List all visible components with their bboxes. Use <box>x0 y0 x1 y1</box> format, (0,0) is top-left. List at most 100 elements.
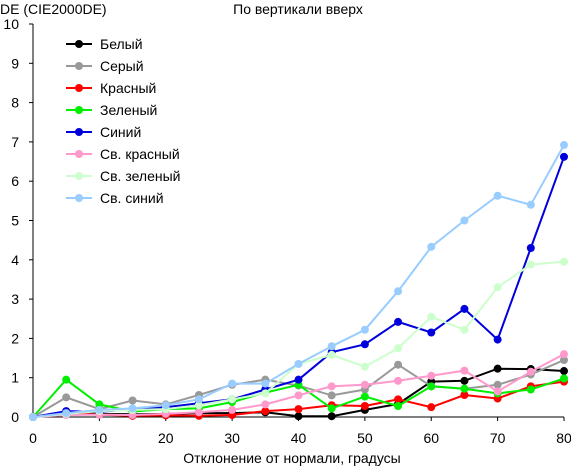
data-point <box>460 376 469 385</box>
x-tick-label: 20 <box>158 430 174 446</box>
data-point <box>360 401 369 410</box>
data-point <box>261 407 270 416</box>
data-point <box>294 412 303 421</box>
data-point <box>560 356 568 365</box>
legend-label: Св. красный <box>100 146 180 162</box>
data-point <box>526 260 535 269</box>
data-point <box>394 344 403 353</box>
x-tick-label: 40 <box>291 430 307 446</box>
legend-item: Св. зеленый <box>66 168 180 184</box>
x-tick-label: 0 <box>29 430 37 446</box>
y-tick-label: 3 <box>11 291 19 307</box>
data-point <box>360 392 369 401</box>
data-point <box>460 216 469 225</box>
x-tick-label: 50 <box>357 430 373 446</box>
data-point <box>327 391 336 400</box>
data-point <box>560 141 568 150</box>
data-point <box>560 257 568 266</box>
legend-swatch-marker <box>75 62 83 70</box>
legend-item: Зеленый <box>66 102 157 118</box>
y-axis-title: DE (CIE2000DE) <box>0 1 107 17</box>
legend-item: Белый <box>66 36 143 52</box>
legend-swatch-marker <box>75 194 83 202</box>
data-point <box>560 374 568 383</box>
legend: Белый Серый Красный Зеленый Синий Св. красный… <box>66 36 180 206</box>
data-point <box>493 283 502 292</box>
y-tick-label: 0 <box>11 409 19 425</box>
data-point <box>394 317 403 326</box>
legend-swatch-marker <box>75 128 83 136</box>
data-point <box>394 395 403 404</box>
data-point <box>261 389 270 398</box>
data-point <box>394 401 403 410</box>
data-point <box>95 405 104 414</box>
data-point <box>62 375 71 384</box>
x-axis-title: Отклонение от нормали, градусы <box>183 450 400 466</box>
chart-title: По вертикали вверх <box>233 1 363 17</box>
data-point <box>327 350 336 359</box>
x-tick-label: 70 <box>490 430 506 446</box>
data-point <box>327 342 336 351</box>
axes: 0 1 2 3 4 5 6 7 8 9 10 0 10 20 30 40 50 60 70 80 <box>3 16 571 446</box>
series-7 <box>29 141 568 421</box>
data-point <box>394 287 403 296</box>
data-point <box>194 401 203 410</box>
y-tick-label: 1 <box>11 370 19 386</box>
data-point <box>327 404 336 413</box>
data-point <box>493 380 502 389</box>
data-point <box>394 376 403 385</box>
legend-label: Белый <box>100 36 143 52</box>
data-point <box>526 244 535 253</box>
legend-swatch-marker <box>75 84 83 92</box>
data-point <box>427 382 436 391</box>
y-tick-label: 4 <box>11 252 19 268</box>
data-point <box>560 367 568 376</box>
data-point <box>460 384 469 393</box>
data-point <box>360 362 369 371</box>
data-point <box>128 396 137 405</box>
legend-item: Св. синий <box>66 190 164 206</box>
data-point <box>460 390 469 399</box>
data-point <box>194 408 203 417</box>
data-point <box>62 393 71 402</box>
data-point <box>493 191 502 200</box>
data-point <box>327 412 336 421</box>
legend-item: Серый <box>66 58 144 74</box>
data-point <box>261 400 270 409</box>
y-tick-label: 10 <box>3 16 19 32</box>
x-tick-label: 30 <box>224 430 240 446</box>
data-point <box>294 359 303 368</box>
data-point <box>394 360 403 369</box>
y-tick-label: 8 <box>11 95 19 111</box>
legend-label: Серый <box>100 58 144 74</box>
data-point <box>327 382 336 391</box>
data-point <box>228 405 237 414</box>
y-tick-label: 6 <box>11 173 19 189</box>
data-point <box>427 403 436 412</box>
data-point <box>360 380 369 389</box>
legend-swatch-marker <box>75 40 83 48</box>
legend-label: Синий <box>100 124 141 140</box>
data-point <box>460 366 469 375</box>
data-point <box>62 409 71 418</box>
data-point <box>526 385 535 394</box>
data-point <box>493 387 502 396</box>
data-point <box>360 340 369 349</box>
data-point <box>228 395 237 404</box>
data-point <box>460 304 469 313</box>
legend-swatch-marker <box>75 172 83 180</box>
data-point <box>427 312 436 321</box>
x-tick-label: 80 <box>556 430 571 446</box>
data-point <box>261 379 270 388</box>
legend-label: Св. зеленый <box>100 168 180 184</box>
data-point <box>560 350 568 359</box>
data-point <box>294 405 303 414</box>
legend-item: Св. красный <box>66 146 180 162</box>
series-group <box>29 141 568 421</box>
data-point <box>493 335 502 344</box>
data-point <box>95 400 104 409</box>
legend-label: Зеленый <box>100 102 157 118</box>
data-point <box>128 404 137 413</box>
y-tick-label: 2 <box>11 330 19 346</box>
